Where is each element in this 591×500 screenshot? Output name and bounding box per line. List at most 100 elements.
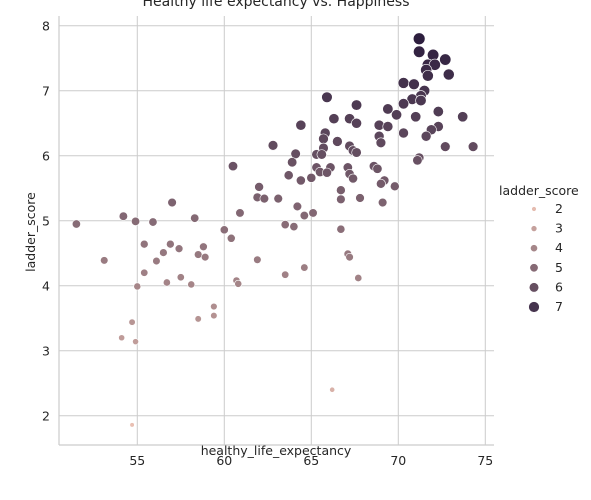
- data-point: [166, 239, 175, 249]
- data-point: [190, 213, 200, 223]
- data-point: [210, 302, 218, 311]
- legend-title: ladder_score: [499, 183, 579, 198]
- data-point: [118, 334, 126, 342]
- data-point: [440, 141, 451, 152]
- y-tick-label: 4: [42, 278, 50, 293]
- data-point: [382, 121, 394, 132]
- data-point: [281, 270, 290, 279]
- data-point: [397, 77, 410, 89]
- data-point: [227, 161, 239, 172]
- data-point: [299, 210, 309, 221]
- data-point: [199, 242, 208, 252]
- data-point: [354, 273, 363, 282]
- data-point: [329, 386, 336, 393]
- data-point: [457, 111, 469, 123]
- data-point: [128, 318, 136, 326]
- data-point: [308, 208, 318, 218]
- data-point: [148, 217, 158, 227]
- data-point: [267, 140, 279, 151]
- data-point: [234, 279, 243, 288]
- legend-marker: [528, 301, 540, 313]
- chart-title: Healthy life expectancy vs. Happiness: [142, 0, 409, 10]
- data-point: [410, 111, 422, 123]
- data-point: [412, 32, 426, 45]
- data-point: [159, 248, 168, 257]
- legend: ladder_score 2 3 4 5 6 7: [499, 183, 579, 314]
- data-point: [162, 278, 171, 287]
- data-point: [280, 220, 290, 230]
- x-tick-label: 60: [216, 453, 232, 468]
- data-point: [336, 224, 346, 234]
- data-point: [131, 216, 141, 226]
- data-point: [132, 338, 139, 346]
- y-tick-label: 5: [42, 213, 50, 228]
- y-tick-label: 2: [42, 408, 50, 423]
- data-point: [422, 69, 434, 82]
- y-axis-label: ladder_score: [23, 192, 38, 272]
- data-point: [289, 222, 299, 232]
- data-point: [321, 91, 333, 103]
- data-point: [174, 244, 184, 253]
- data-point: [382, 103, 394, 115]
- data-point: [295, 119, 307, 131]
- data-point: [336, 194, 346, 205]
- data-point: [118, 211, 128, 221]
- x-axis-label: healthy_life_expectancy: [201, 443, 352, 458]
- legend-label: 2: [555, 201, 563, 216]
- legend-label: 7: [555, 299, 563, 314]
- data-point: [259, 193, 270, 204]
- x-tick-label: 75: [477, 453, 493, 468]
- y-tick-label: 7: [42, 83, 50, 98]
- data-point: [412, 155, 423, 166]
- data-point: [467, 141, 479, 152]
- data-point: [332, 136, 343, 147]
- data-point: [439, 53, 452, 66]
- legend-marker: [528, 282, 540, 293]
- data-point: [348, 173, 358, 184]
- data-point: [292, 201, 303, 212]
- x-tick-label: 65: [303, 453, 319, 468]
- data-point: [415, 94, 427, 107]
- data-point: [372, 163, 383, 174]
- data-point: [397, 98, 410, 110]
- x-tick-label: 55: [129, 453, 145, 468]
- legend-label: 6: [555, 279, 563, 294]
- data-point: [226, 233, 236, 243]
- data-point: [328, 113, 340, 125]
- data-point: [442, 68, 455, 81]
- data-point: [287, 157, 298, 168]
- x-tick-label: 70: [390, 453, 406, 468]
- data-point: [345, 252, 354, 262]
- data-point: [355, 193, 365, 203]
- data-point: [129, 422, 135, 428]
- data-point: [210, 312, 218, 320]
- data-point: [187, 280, 196, 289]
- data-point: [316, 149, 327, 160]
- legend-label: 5: [555, 260, 563, 275]
- legend-marker: [529, 263, 539, 273]
- data-point: [133, 282, 142, 291]
- data-point: [176, 273, 185, 282]
- legend-label: 4: [555, 240, 563, 255]
- data-point: [398, 127, 409, 139]
- data-point: [377, 197, 388, 208]
- data-point: [420, 130, 432, 142]
- data-point: [273, 193, 283, 204]
- data-point: [283, 170, 294, 181]
- data-point: [376, 178, 386, 189]
- y-tick-label: 6: [42, 148, 50, 163]
- data-point: [318, 133, 329, 145]
- data-points: [71, 32, 479, 428]
- data-point: [322, 167, 332, 178]
- data-point: [295, 175, 306, 186]
- legend-marker: [531, 206, 537, 212]
- legend-label: 3: [555, 221, 563, 236]
- data-point: [306, 172, 317, 183]
- data-point: [336, 185, 346, 195]
- data-point: [428, 58, 441, 71]
- legend-marker: [530, 225, 538, 232]
- data-point: [290, 148, 301, 159]
- data-point: [351, 117, 362, 129]
- legend-marker: [530, 244, 538, 253]
- data-point: [167, 197, 177, 208]
